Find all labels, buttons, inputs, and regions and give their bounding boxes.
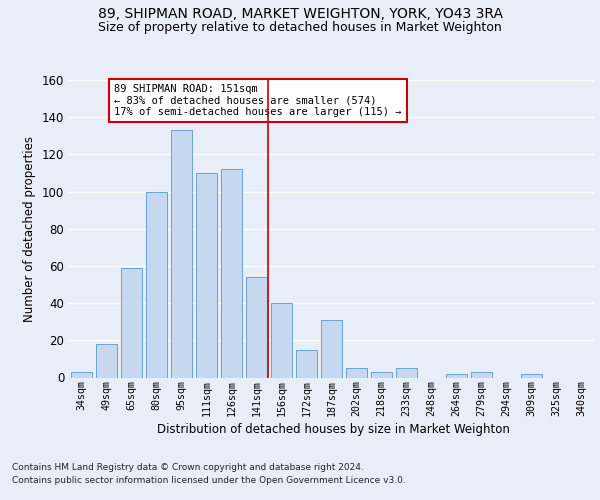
Text: 89, SHIPMAN ROAD, MARKET WEIGHTON, YORK, YO43 3RA: 89, SHIPMAN ROAD, MARKET WEIGHTON, YORK,… (97, 8, 503, 22)
Bar (271, 303, 292, 378)
Bar (371, 372, 392, 378)
Bar (246, 277, 267, 378)
Y-axis label: Number of detached properties: Number of detached properties (23, 136, 36, 322)
Bar (121, 268, 142, 378)
Bar (296, 350, 317, 378)
Text: Distribution of detached houses by size in Market Weighton: Distribution of detached houses by size … (157, 422, 509, 436)
Bar (71, 372, 92, 378)
Bar (521, 374, 542, 378)
Bar (446, 374, 467, 378)
Bar (221, 169, 242, 378)
Bar (196, 173, 217, 378)
Text: Size of property relative to detached houses in Market Weighton: Size of property relative to detached ho… (98, 21, 502, 34)
Text: 89 SHIPMAN ROAD: 151sqm
← 83% of detached houses are smaller (574)
17% of semi-d: 89 SHIPMAN ROAD: 151sqm ← 83% of detache… (114, 84, 401, 117)
Text: Contains public sector information licensed under the Open Government Licence v3: Contains public sector information licen… (12, 476, 406, 485)
Bar (346, 368, 367, 378)
Bar (146, 192, 167, 378)
Bar (471, 372, 492, 378)
Bar (171, 130, 192, 378)
Bar (321, 320, 342, 378)
Bar (96, 344, 117, 378)
Bar (396, 368, 417, 378)
Text: Contains HM Land Registry data © Crown copyright and database right 2024.: Contains HM Land Registry data © Crown c… (12, 464, 364, 472)
